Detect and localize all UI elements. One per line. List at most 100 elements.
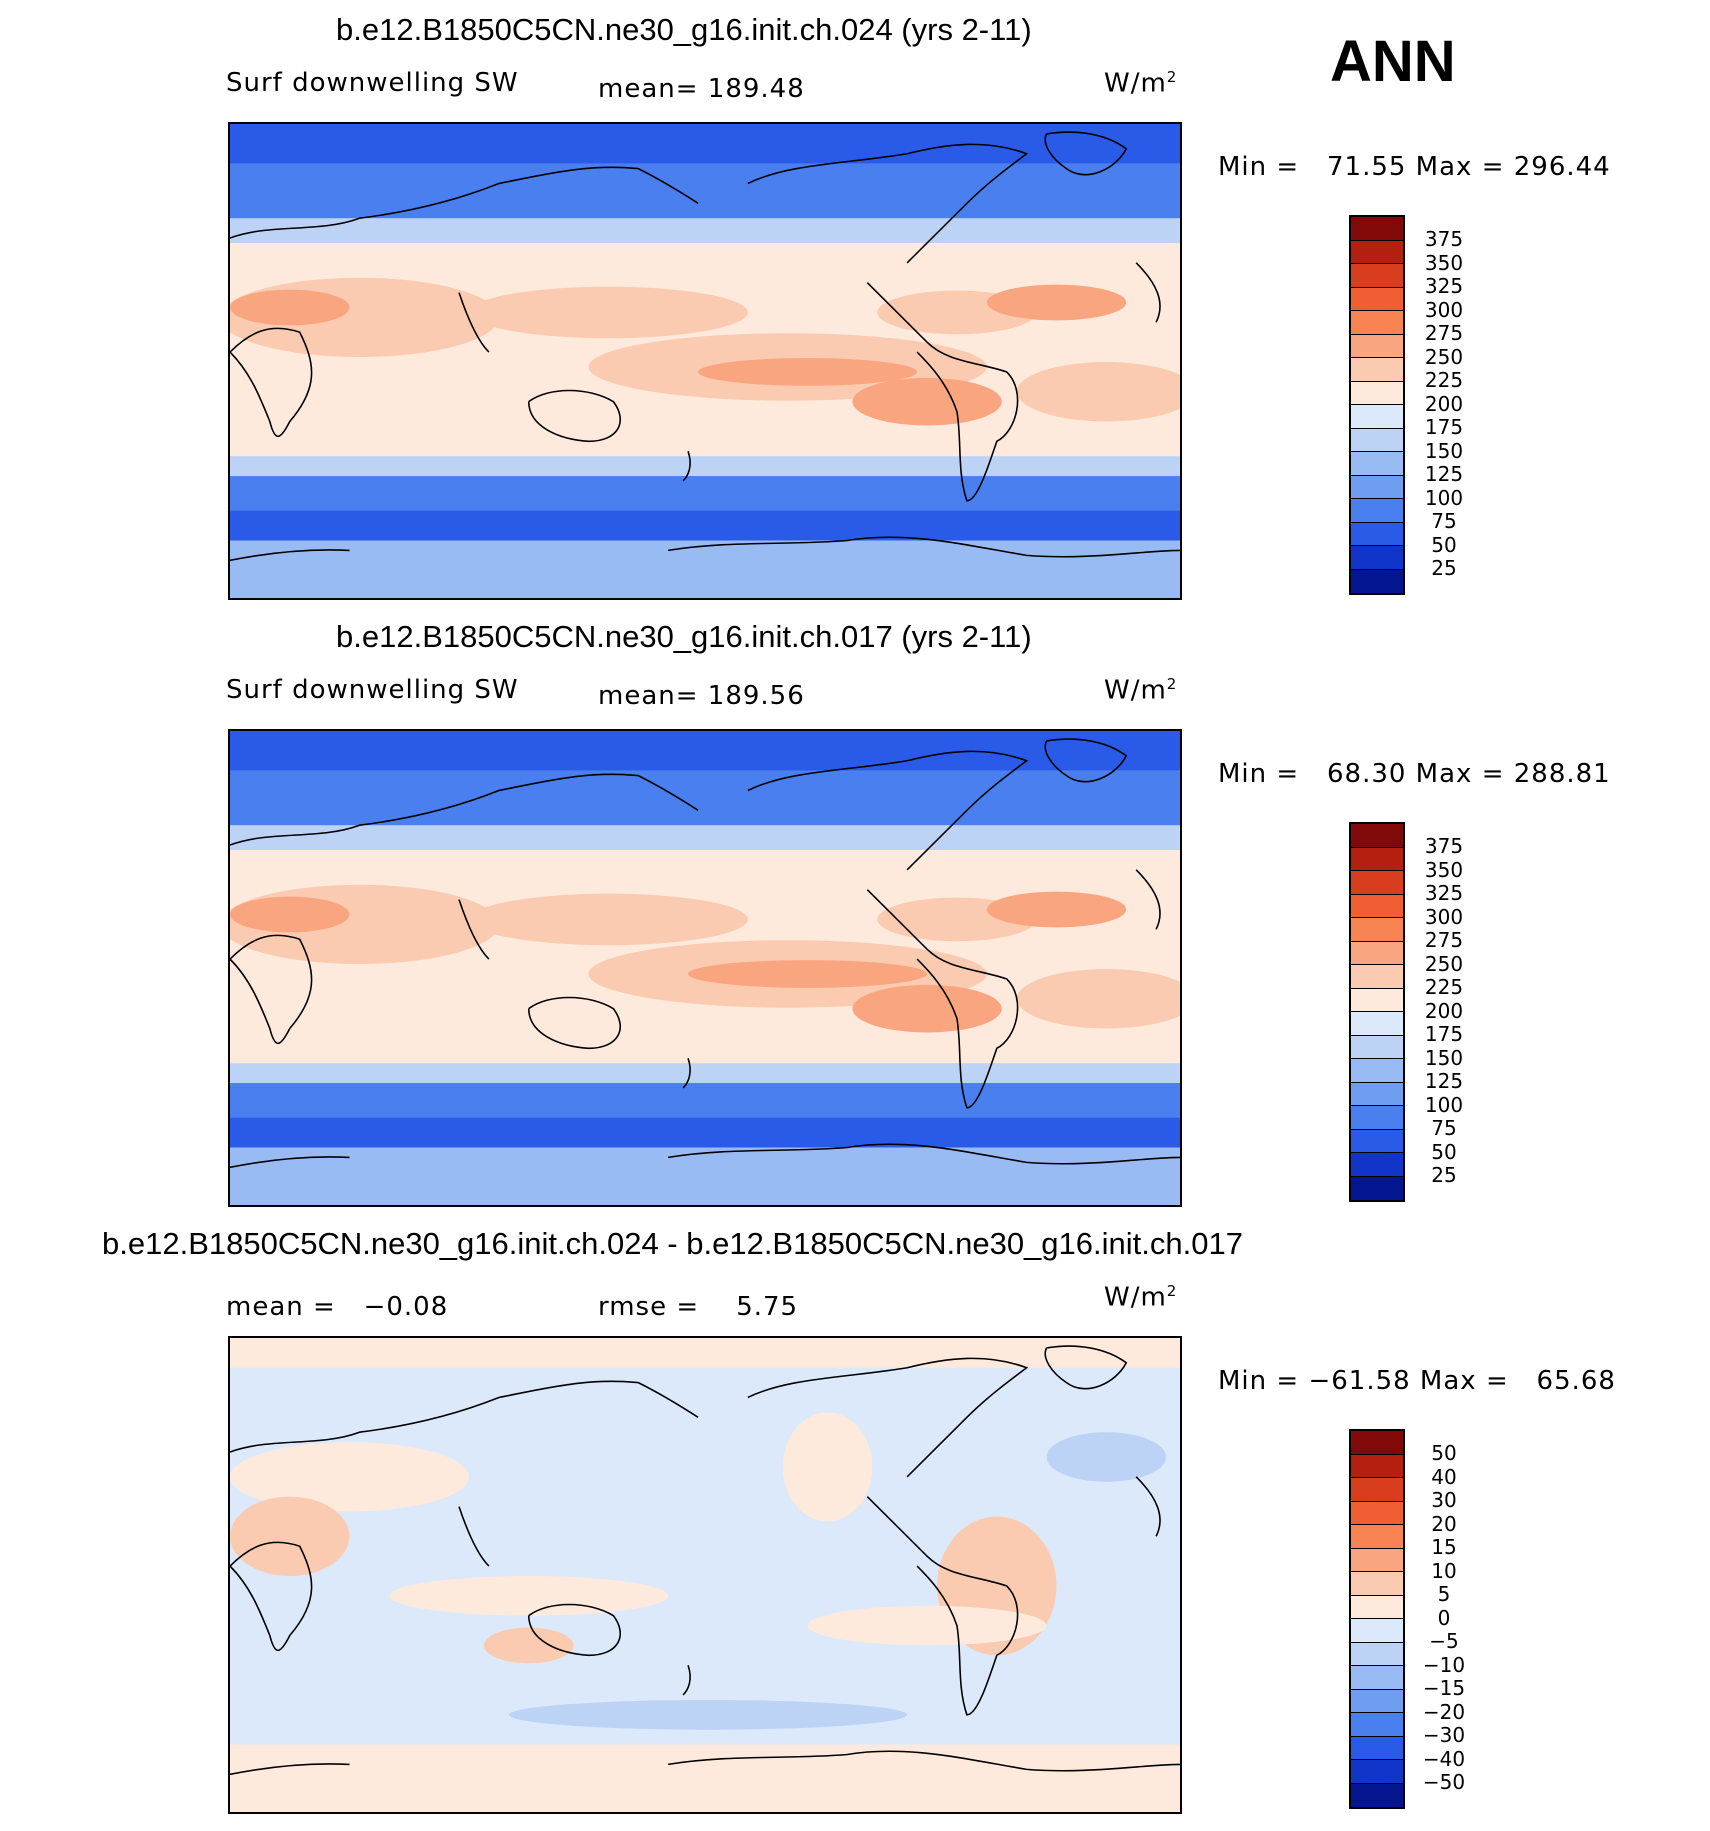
panel-2-map-svg <box>230 731 1180 1205</box>
colorbar-swatch <box>1351 1525 1403 1549</box>
australia-pos <box>483 1627 574 1664</box>
atlantic-hot <box>986 284 1127 321</box>
south-atlantic-warm <box>1016 362 1180 422</box>
colorbar-swatch <box>1351 824 1403 848</box>
coastlines <box>230 738 1180 1169</box>
colorbar-swatch <box>1351 1595 1403 1619</box>
colorbar-tick-label: 175 <box>1424 1022 1464 1046</box>
panel-1-colorbar-labels: 375 350 325 300 275 250 225 200 175 150 125 100 75 50… <box>1420 227 1468 581</box>
colorbar-tick-label: 20 <box>1431 1511 1457 1536</box>
colorbar-swatch <box>1351 1548 1403 1572</box>
colorbar-swatch <box>1351 311 1403 335</box>
colorbar-swatch <box>1351 287 1403 311</box>
colorbar-swatch <box>1351 1129 1403 1153</box>
colorbar-swatch <box>1351 965 1403 989</box>
colorbar-swatch <box>1351 1035 1403 1059</box>
southern-neg <box>508 1699 908 1730</box>
panel-1-field-label: Surf downwelling SW <box>226 68 519 98</box>
colorbar-swatch <box>1351 334 1403 358</box>
panel-2-colorbar-labels: 375 350 325 300 275 250 225 200 175 150 125 100 75 50… <box>1420 834 1468 1188</box>
colorbar-tick-label: 10 <box>1431 1558 1457 1583</box>
colorbar-tick-label: 350 <box>1424 857 1464 882</box>
colorbar-swatch <box>1351 1666 1403 1690</box>
colorbar-tick-label: 5 <box>1437 1582 1451 1606</box>
colorbar-tick-label: −10 <box>1422 1652 1466 1677</box>
colorbar-swatch <box>1351 1059 1403 1083</box>
antarctic-pos <box>230 1744 1180 1812</box>
panel-3-rmse: rmse = 5.75 <box>598 1292 799 1322</box>
panel-1-title: b.e12.B1850C5CN.ne30_g16.init.ch.024 (yr… <box>336 12 1032 47</box>
colorbar-swatch <box>1351 522 1403 546</box>
arctic-band <box>230 124 1180 164</box>
colorbar-tick-label: 50 <box>1431 532 1457 557</box>
colorbar-tick-label: 275 <box>1424 928 1464 952</box>
colorbar-swatch <box>1351 1642 1403 1666</box>
colorbar-swatch <box>1351 1454 1403 1478</box>
colorbar-swatch <box>1351 1012 1403 1036</box>
colorbar-swatch <box>1351 217 1403 241</box>
colorbar-swatch <box>1351 1619 1403 1643</box>
colorbar-swatch <box>1351 941 1403 965</box>
colorbar-swatch <box>1351 1713 1403 1737</box>
colorbar-tick-label: 325 <box>1424 274 1464 298</box>
colorbar-tick-label: 375 <box>1424 834 1464 858</box>
antarctic-band <box>230 540 1180 598</box>
colorbar-tick-label: 250 <box>1424 951 1464 976</box>
panel-2-units: W/m2 <box>1104 675 1178 706</box>
colorbar-tick-label: 75 <box>1431 509 1457 533</box>
colorbar-swatch <box>1351 1106 1403 1130</box>
africa-pos <box>230 1496 350 1576</box>
panel-1-map-svg <box>230 124 1180 598</box>
colorbar-swatch <box>1351 918 1403 942</box>
panel-3-colorbar <box>1349 1429 1405 1809</box>
colorbar-swatch <box>1351 475 1403 499</box>
panel-2-colorbar <box>1349 822 1405 1202</box>
panel-2-field-label: Surf downwelling SW <box>226 675 519 705</box>
atlantic-hot <box>986 891 1127 928</box>
coastlines <box>230 1345 1180 1776</box>
colorbar-tick-label: 25 <box>1431 1163 1457 1187</box>
panel-3-colorbar-labels: 50 40 30 20 15 10 5 0 −5 −10 −15 −20 −30 −40 −50 <box>1420 1441 1468 1795</box>
colorbar-tick-label: 375 <box>1424 227 1464 251</box>
colorbar-tick-label: 100 <box>1424 485 1464 510</box>
colorbar-swatch <box>1351 1153 1403 1177</box>
asia-pos <box>230 1442 469 1512</box>
atlantic-neg <box>1046 1432 1167 1482</box>
colorbar-tick-label: 25 <box>1431 556 1457 580</box>
panel-2-mean: mean= 189.56 <box>598 681 805 711</box>
colorbar-tick-label: 150 <box>1424 438 1464 463</box>
arctic-band <box>230 731 1180 771</box>
colorbar-tick-label: −30 <box>1422 1723 1466 1747</box>
colorbar-swatch <box>1351 847 1403 871</box>
central-pacific-hot <box>688 960 928 988</box>
colorbar-swatch <box>1351 264 1403 288</box>
colorbar-tick-label: 0 <box>1437 1605 1451 1630</box>
colorbar-swatch <box>1351 1736 1403 1760</box>
panel-1-mean: mean= 189.48 <box>598 74 805 104</box>
panel-1-minmax: Min = 71.55 Max = 296.44 <box>1218 152 1611 182</box>
colorbar-tick-label: −15 <box>1422 1676 1466 1700</box>
panel-1-units: W/m2 <box>1104 68 1178 99</box>
colorbar-swatch <box>1351 452 1403 476</box>
colorbar-tick-label: 40 <box>1431 1464 1457 1489</box>
colorbar-swatch <box>1351 240 1403 264</box>
antarctic-band <box>230 1147 1180 1205</box>
colorbar-swatch <box>1351 569 1403 593</box>
se-pacific-hot <box>852 984 1002 1033</box>
panel-2-minmax: Min = 68.30 Max = 288.81 <box>1218 759 1611 789</box>
colorbar-swatch <box>1351 546 1403 570</box>
colorbar-tick-label: 15 <box>1431 1535 1457 1559</box>
colorbar-swatch <box>1351 358 1403 382</box>
colorbar-tick-label: −50 <box>1422 1770 1466 1794</box>
southern-ocean-dark <box>230 510 1180 541</box>
colorbar-swatch <box>1351 1082 1403 1106</box>
panel-3-map <box>228 1336 1182 1814</box>
colorbar-swatch <box>1351 871 1403 895</box>
colorbar-tick-label: 200 <box>1424 998 1464 1023</box>
panel-2-title: b.e12.B1850C5CN.ne30_g16.init.ch.017 (yr… <box>336 619 1032 654</box>
colorbar-tick-label: 125 <box>1424 462 1464 486</box>
colorbar-swatch <box>1351 1431 1403 1455</box>
colorbar-swatch <box>1351 894 1403 918</box>
colorbar-tick-label: 200 <box>1424 391 1464 416</box>
colorbar-swatch <box>1351 1783 1403 1807</box>
